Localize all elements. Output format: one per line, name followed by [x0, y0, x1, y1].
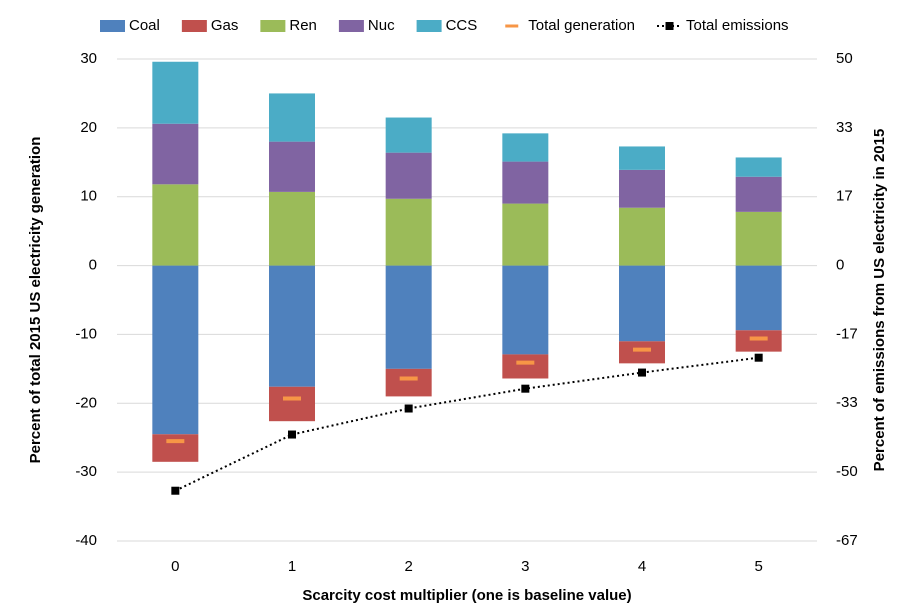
- bar-segment: [152, 61, 199, 124]
- legend-swatch: [416, 20, 442, 32]
- emissions-marker: [754, 353, 763, 362]
- x-tick-label: 0: [171, 558, 179, 575]
- y-tick-label: 30: [80, 50, 97, 67]
- x-axis-title: Scarcity cost multiplier (one is baselin…: [302, 587, 631, 604]
- y2-tick-label: 17: [836, 188, 853, 205]
- legend-label: Ren: [289, 17, 317, 34]
- x-tick-label: 4: [638, 558, 646, 575]
- legend-swatch: [338, 20, 364, 32]
- bar-segment: [385, 265, 432, 369]
- legend-label: Coal: [129, 17, 160, 34]
- y2-axis-title: Percent of emissions from US electricity…: [871, 129, 888, 472]
- bar-segment: [735, 176, 782, 212]
- bar-segment: [269, 265, 315, 387]
- x-tick-label: 2: [404, 558, 412, 575]
- y2-tick-label: 33: [836, 119, 853, 136]
- bar-segment: [385, 368, 432, 397]
- bar-segment: [269, 191, 315, 266]
- legend-label: CCS: [446, 17, 478, 34]
- bar-segment: [502, 265, 549, 355]
- bar-segment: [269, 386, 315, 422]
- bar-segment: [619, 207, 665, 266]
- y2-tick-label: -17: [836, 325, 858, 342]
- bar-segment: [152, 184, 199, 266]
- bar-segment: [502, 161, 549, 204]
- y2-tick-label: 0: [836, 257, 844, 274]
- bar-segment: [735, 330, 782, 352]
- legend-swatch: [181, 20, 207, 32]
- emissions-marker: [521, 384, 530, 393]
- y2-tick-label: -50: [836, 463, 858, 480]
- y-tick-label: -10: [75, 325, 97, 342]
- bar-segment: [502, 354, 549, 379]
- bar-segment: [152, 123, 199, 185]
- x-tick-label: 5: [754, 558, 762, 575]
- y-tick-label: 20: [80, 119, 97, 136]
- legend-label: Total generation: [528, 17, 635, 34]
- y-axis-title: Percent of total 2015 US electricity gen…: [27, 137, 44, 464]
- emissions-marker: [288, 430, 296, 439]
- bar-segment: [152, 434, 199, 462]
- bar-segment: [619, 169, 665, 208]
- bar-segment: [502, 203, 549, 266]
- y2-tick-label: -67: [836, 532, 858, 549]
- bar-segment: [735, 157, 782, 177]
- emissions-line: [174, 356, 759, 492]
- legend-swatch: [100, 20, 125, 32]
- y2-tick-label: 50: [836, 50, 853, 67]
- bar-segment: [735, 265, 782, 331]
- legend-swatch: [665, 22, 674, 30]
- y-tick-label: -40: [75, 532, 97, 549]
- x-tick-label: 1: [288, 558, 296, 575]
- emissions-marker: [404, 404, 413, 413]
- legend-label: Gas: [211, 17, 239, 34]
- legend-label: Nuc: [368, 17, 395, 34]
- y-tick-label: 10: [80, 188, 97, 205]
- bar-segment: [619, 341, 665, 364]
- legend-label: Total emissions: [686, 17, 789, 34]
- bar-segment: [502, 133, 549, 162]
- emissions-marker: [638, 368, 646, 377]
- y2-tick-label: -33: [836, 394, 858, 411]
- legend-swatch: [260, 20, 286, 32]
- y-tick-label: -30: [75, 463, 97, 480]
- x-tick-label: 3: [521, 558, 529, 575]
- bar-segment: [269, 141, 315, 192]
- y-tick-label: 0: [89, 257, 97, 274]
- bar-segment: [385, 117, 432, 153]
- bar-segment: [385, 152, 432, 199]
- bar-segment: [735, 211, 782, 266]
- bar-segment: [385, 198, 432, 266]
- bar-segment: [619, 146, 665, 170]
- y-tick-label: -20: [75, 394, 97, 411]
- bar-segment: [152, 265, 199, 435]
- bar-segment: [269, 93, 315, 142]
- bar-segment: [619, 265, 665, 342]
- emissions-marker: [171, 486, 180, 495]
